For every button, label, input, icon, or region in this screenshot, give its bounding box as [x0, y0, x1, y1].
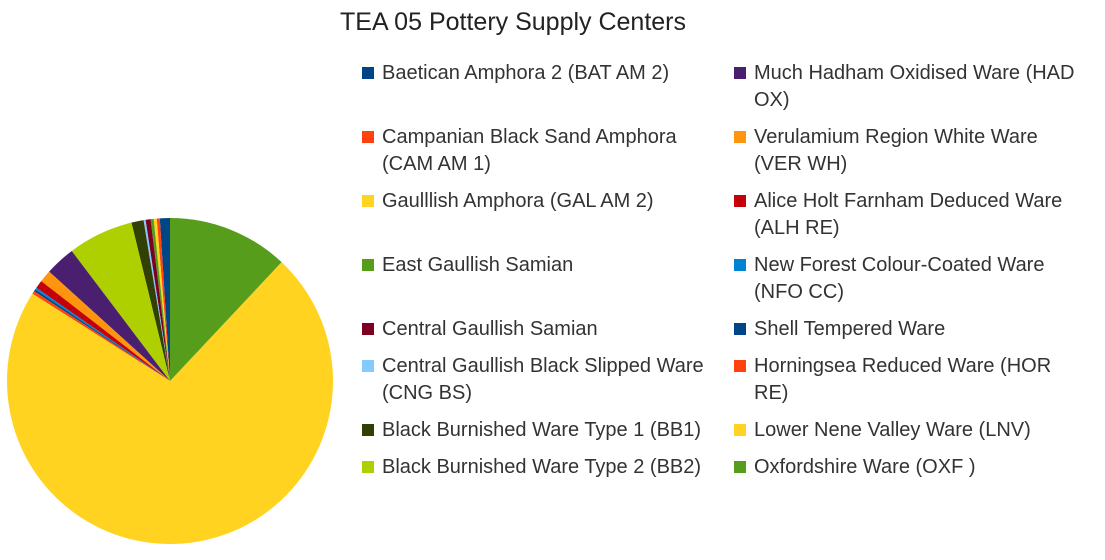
legend-swatch — [734, 259, 746, 271]
legend-swatch — [734, 323, 746, 335]
pie-chart — [7, 218, 334, 544]
legend-item: East Gaullish Samian — [362, 252, 734, 306]
pie-slice — [150, 218, 170, 381]
legend-item: Much Hadham Oxidised Ware (HAD OX) — [734, 60, 1094, 114]
legend-item: Oxfordshire Ware (OXF ) — [734, 454, 1094, 481]
pie-slice — [145, 219, 170, 381]
legend-swatch — [362, 360, 374, 372]
pie-slice — [153, 218, 170, 381]
legend-label: Horningsea Reduced Ware (HOR RE) — [754, 355, 1057, 404]
pie-slice — [170, 218, 282, 381]
legend-label: Central Gaullish Samian — [382, 318, 598, 340]
legend-item: Alice Holt Farnham Deduced Ware (ALH RE) — [734, 188, 1094, 242]
legend-label: Lower Nene Valley Ware (LNV) — [754, 419, 1031, 441]
legend-swatch — [362, 461, 374, 473]
legend-item: Central Gaullish Samian — [362, 316, 734, 343]
legend-swatch — [362, 424, 374, 436]
legend-item: Horningsea Reduced Ware (HOR RE) — [734, 353, 1094, 407]
legend-swatch — [362, 259, 374, 271]
pie-slice — [156, 218, 170, 381]
legend-label: Gaulllish Amphora (GAL AM 2) — [382, 190, 654, 212]
pie-slice — [34, 289, 171, 381]
legend-swatch — [734, 360, 746, 372]
legend-swatch — [362, 131, 374, 143]
pie-slice — [131, 220, 170, 381]
legend-item: Gaulllish Amphora (GAL AM 2) — [362, 188, 734, 242]
pie-slice — [41, 271, 170, 381]
legend-swatch — [734, 424, 746, 436]
legend-swatch — [734, 67, 746, 79]
legend-item: Black Burnished Ware Type 2 (BB2) — [362, 454, 734, 481]
legend-swatch — [734, 131, 746, 143]
legend-label: Central Gaullish Black Slipped Ware (CNG… — [382, 355, 710, 404]
legend-label: Alice Holt Farnham Deduced Ware (ALH RE) — [754, 190, 1068, 239]
pie-slice — [159, 218, 170, 381]
legend-swatch — [362, 67, 374, 79]
legend-label: Much Hadham Oxidised Ware (HAD OX) — [754, 62, 1081, 111]
legend-item: Verulamium Region White Ware (VER WH) — [734, 124, 1094, 178]
pie-slice — [143, 219, 170, 381]
legend-label: Black Burnished Ware Type 2 (BB2) — [382, 456, 702, 478]
legend-item: Campanian Black Sand Amphora (CAM AM 1) — [362, 124, 734, 178]
legend-label: Black Burnished Ware Type 1 (BB1) — [382, 419, 702, 441]
legend-label: Baetican Amphora 2 (BAT AM 2) — [382, 62, 670, 84]
chart-title: TEA 05 Pottery Supply Centers — [340, 8, 687, 36]
legend-label: Verulamium Region White Ware (VER WH) — [754, 126, 1044, 175]
legend-swatch — [734, 461, 746, 473]
pie-slice — [71, 222, 170, 381]
legend-label: East Gaullish Samian — [382, 254, 574, 276]
legend-item: Shell Tempered Ware — [734, 316, 1094, 343]
legend: Baetican Amphora 2 (BAT AM 2) Campanian B… — [362, 60, 1094, 481]
pie-slice — [7, 262, 334, 544]
pie-slice — [49, 250, 170, 381]
legend-swatch — [362, 195, 374, 207]
legend-label: Oxfordshire Ware (OXF ) — [754, 456, 976, 478]
legend-label: New Forest Colour-Coated Ware (NFO CC) — [754, 254, 1051, 303]
legend-swatch — [734, 195, 746, 207]
legend-label: Shell Tempered Ware — [754, 318, 946, 340]
pie-slice — [32, 291, 171, 381]
legend-item: Baetican Amphora 2 (BAT AM 2) — [362, 60, 734, 114]
legend-item: Black Burnished Ware Type 1 (BB1) — [362, 417, 734, 444]
legend-swatch — [362, 323, 374, 335]
pie-slice — [36, 281, 170, 381]
legend-item: Central Gaullish Black Slipped Ware (CNG… — [362, 353, 734, 407]
pie-slice — [35, 287, 170, 381]
legend-label: Campanian Black Sand Amphora (CAM AM 1) — [382, 126, 688, 175]
legend-item: Lower Nene Valley Ware (LNV) — [734, 417, 1094, 444]
legend-item: New Forest Colour-Coated Ware (NFO CC) — [734, 252, 1094, 306]
